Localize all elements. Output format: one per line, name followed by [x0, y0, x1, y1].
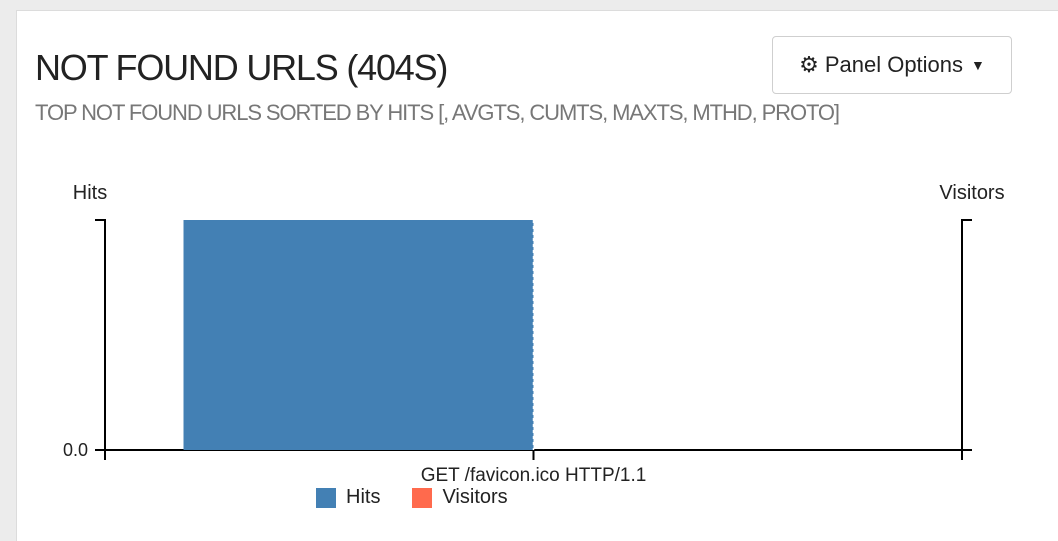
y-axis-title-right: Visitors: [939, 182, 1004, 204]
legend-label-visitors: Visitors: [442, 486, 508, 508]
right-y-axis: [961, 219, 972, 451]
gear-icon: ⚙: [799, 52, 819, 77]
legend-item-visitors[interactable]: Visitors: [412, 486, 508, 509]
legend-swatch-hits: [316, 487, 336, 508]
panel-options-button[interactable]: ⚙ Panel Options ▼: [772, 36, 1012, 94]
legend-swatch-visitors: [412, 487, 433, 508]
panel-title: NOT FOUND URLS (404S): [35, 47, 448, 88]
caret-down-icon: ▼: [971, 57, 985, 73]
bar-hits: [183, 220, 534, 450]
x-tick-label: GET /favicon.ico HTTP/1.1: [421, 465, 647, 486]
chart-legend: Hits Visitors: [316, 486, 540, 509]
left-y-axis: [95, 219, 106, 451]
legend-label-hits: Hits: [346, 486, 381, 508]
y-axis-title-left: Hits: [73, 182, 107, 204]
panel-options-label: Panel Options: [824, 52, 964, 77]
y-tick-label: 0.0: [63, 440, 88, 460]
legend-item-hits[interactable]: Hits: [316, 486, 380, 509]
panel-subtitle: TOP NOT FOUND URLS SORTED BY HITS [, AVG…: [35, 100, 840, 125]
